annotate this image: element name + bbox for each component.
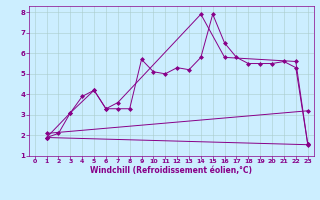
X-axis label: Windchill (Refroidissement éolien,°C): Windchill (Refroidissement éolien,°C) xyxy=(90,166,252,175)
